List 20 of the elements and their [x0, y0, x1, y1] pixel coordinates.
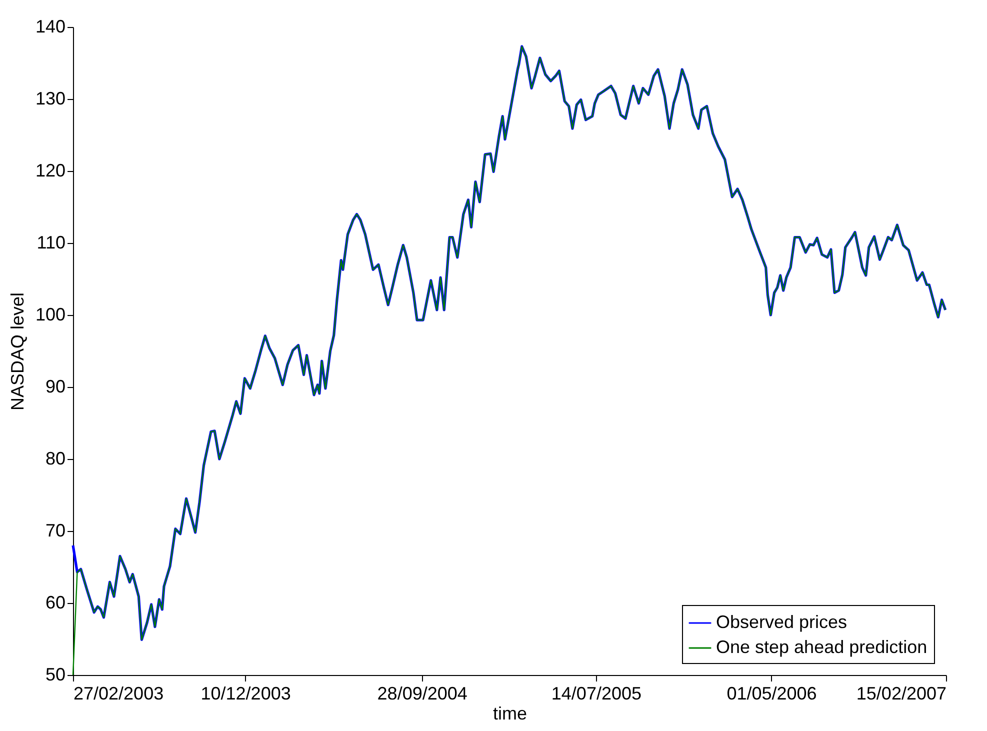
x-tick-label: 28/09/2004	[377, 684, 468, 704]
y-tick-label: 70	[45, 520, 66, 540]
x-tick-label: 15/02/2007	[856, 684, 946, 704]
legend-label: Observed prices	[716, 612, 848, 632]
x-axis-title: time	[492, 704, 528, 724]
x-tick-label: 01/05/2006	[726, 684, 817, 704]
y-tick-label: 110	[36, 232, 66, 252]
y-tick-label: 50	[45, 664, 66, 684]
y-tick-label: 90	[45, 376, 66, 396]
y-tick-label: 80	[45, 448, 66, 468]
y-axis-title: NASDAQ level	[7, 292, 28, 411]
x-tick-label: 10/12/2003	[200, 684, 291, 704]
y-tick-label: 120	[35, 160, 66, 180]
y-tick-label: 130	[35, 88, 66, 108]
y-tick-label: 100	[35, 304, 66, 324]
y-tick-label: 140	[35, 16, 66, 36]
y-tick-label: 60	[45, 592, 66, 612]
x-tick-label: 27/02/2003	[74, 684, 164, 704]
legend-label: One step ahead prediction	[716, 637, 928, 657]
x-tick-label: 14/07/2005	[551, 684, 642, 704]
